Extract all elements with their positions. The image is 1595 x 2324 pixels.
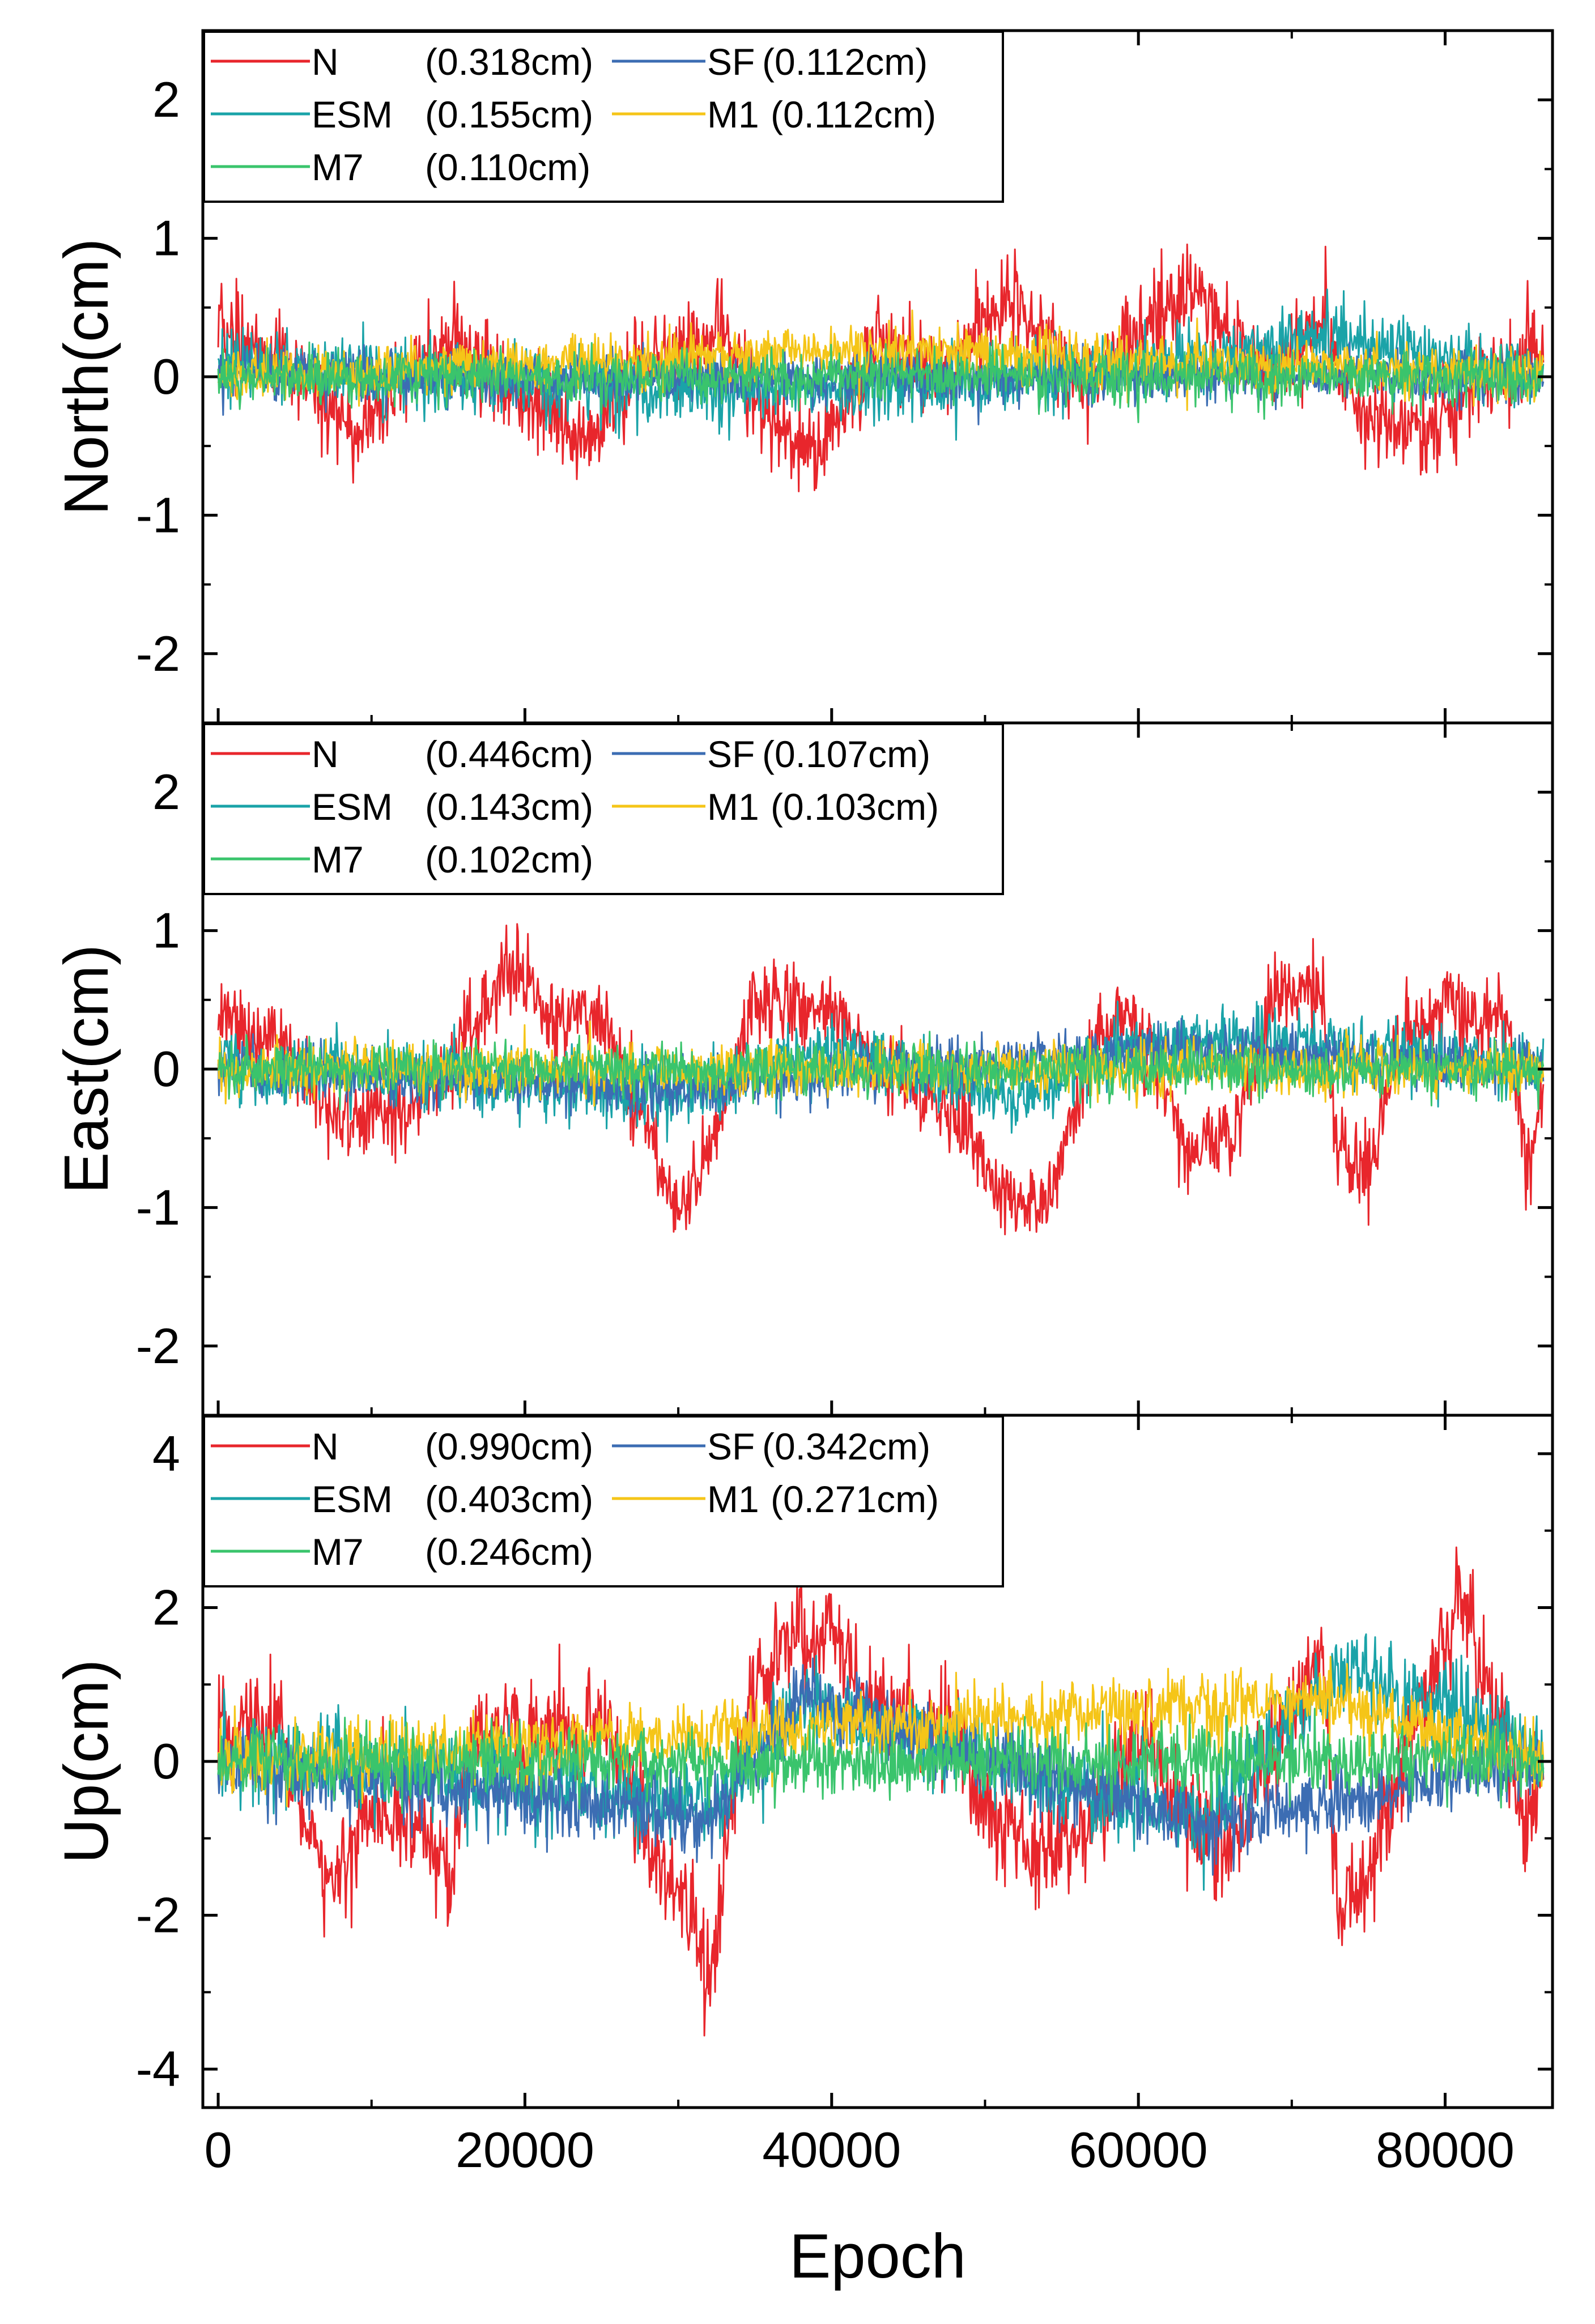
east-legend-name-m7: M7 (312, 838, 364, 880)
up-ytick-label: -4 (136, 2041, 180, 2097)
up-legend-name-esm: ESM (312, 1478, 393, 1520)
x-tick-label: 80000 (1376, 2122, 1515, 2178)
north-ytick-label: 1 (152, 210, 180, 266)
north-ytick-label: -2 (136, 625, 180, 682)
east-ytick-label: -1 (136, 1179, 180, 1235)
north-legend: N (0.318cm) ESM (0.155cm) M7 (0.110cm) S… (203, 31, 1004, 203)
north-series-lines (217, 243, 1545, 492)
east-legend-rms-n: (0.446cm) (425, 733, 593, 775)
up-series-n (217, 1546, 1545, 2037)
up-legend-rms-sf: (0.342cm) (762, 1425, 930, 1467)
north-y-axis-label: North(cm) (52, 239, 121, 516)
east-ytick-label: 0 (152, 1041, 180, 1097)
north-legend-rms-m7: (0.110cm) (425, 146, 590, 188)
up-legend-rms-m7: (0.246cm) (425, 1531, 593, 1573)
x-tick-label: 0 (205, 2122, 232, 2178)
east-y-axis-label: East(cm) (52, 944, 121, 1194)
north-legend-name-esm: ESM (312, 93, 393, 135)
north-series-m7 (217, 339, 1545, 423)
north-axis-ticks: -2 -1 0 1 2 (136, 29, 1553, 724)
north-legend-rms-n: (0.318cm) (425, 41, 593, 83)
north-panel: -2 -1 0 1 2 North(cm) N (0.318cm) ESM (0.155… (52, 29, 1554, 725)
north-legend-rms-m1: (0.112cm) (771, 93, 936, 135)
north-series-m1 (217, 309, 1545, 411)
east-series-m7 (217, 1029, 1545, 1110)
east-series-lines (217, 923, 1545, 1236)
up-ytick-label: 0 (152, 1733, 180, 1789)
up-legend-rms-n: (0.990cm) (425, 1425, 593, 1467)
east-legend-name-n: N (312, 733, 339, 775)
x-tick-label: 40000 (762, 2122, 901, 2178)
up-panel: -4 -2 0 2 4 0 20000 40000 60000 80000 Up(cm) Epoc… (52, 1414, 1554, 2291)
east-legend-rms-esm: (0.143cm) (425, 786, 593, 828)
north-legend-box (203, 31, 1004, 203)
east-legend-box (203, 723, 1004, 895)
north-legend-rms-esm: (0.155cm) (425, 93, 593, 135)
east-ytick-label: 1 (152, 903, 180, 959)
up-y-axis-label: Up(cm) (52, 1659, 121, 1864)
up-legend-name-sf: SF (707, 1425, 755, 1467)
north-ytick-label: -1 (136, 487, 180, 543)
up-legend-name-m1: M1 (707, 1478, 759, 1520)
east-legend-name-m1: M1 (707, 786, 759, 828)
north-legend-name-n: N (312, 41, 339, 83)
x-axis-label: Epoch (789, 2221, 966, 2291)
up-series-lines (217, 1546, 1545, 2037)
up-legend-rms-esm: (0.403cm) (425, 1478, 593, 1520)
x-tick-label: 60000 (1069, 2122, 1208, 2178)
east-ytick-label: -2 (136, 1318, 180, 1374)
east-legend-rms-m1: (0.103cm) (771, 786, 939, 828)
north-legend-name-m7: M7 (312, 146, 364, 188)
up-series-m7 (217, 1708, 1545, 1814)
east-legend-rms-m7: (0.102cm) (425, 838, 593, 880)
up-legend: N (0.990cm) ESM (0.403cm) M7 (0.246cm) S… (203, 1415, 1004, 1587)
east-legend-name-sf: SF (707, 733, 755, 775)
up-ytick-label: 2 (152, 1579, 180, 1635)
east-panel: -2 -1 0 1 2 East(cm) N (0.446cm) ESM (0.143c… (52, 721, 1554, 1417)
up-ytick-label: -2 (136, 1887, 180, 1943)
north-legend-name-sf: SF (707, 41, 755, 83)
east-legend-rms-sf: (0.107cm) (762, 733, 930, 775)
up-legend-name-n: N (312, 1425, 339, 1467)
north-ytick-label: 2 (152, 71, 180, 127)
up-legend-rms-m1: (0.271cm) (771, 1478, 939, 1520)
x-tick-label: 20000 (456, 2122, 594, 2178)
north-ytick-label: 0 (152, 348, 180, 405)
east-legend: N (0.446cm) ESM (0.143cm) M7 (0.102cm) S… (203, 723, 1004, 895)
east-ytick-label: 2 (152, 764, 180, 820)
up-legend-name-m7: M7 (312, 1531, 364, 1573)
up-ytick-label: 4 (152, 1425, 180, 1482)
east-legend-name-esm: ESM (312, 786, 393, 828)
up-legend-box (203, 1415, 1004, 1587)
north-legend-rms-sf: (0.112cm) (762, 41, 928, 83)
north-legend-name-m1: M1 (707, 93, 759, 135)
